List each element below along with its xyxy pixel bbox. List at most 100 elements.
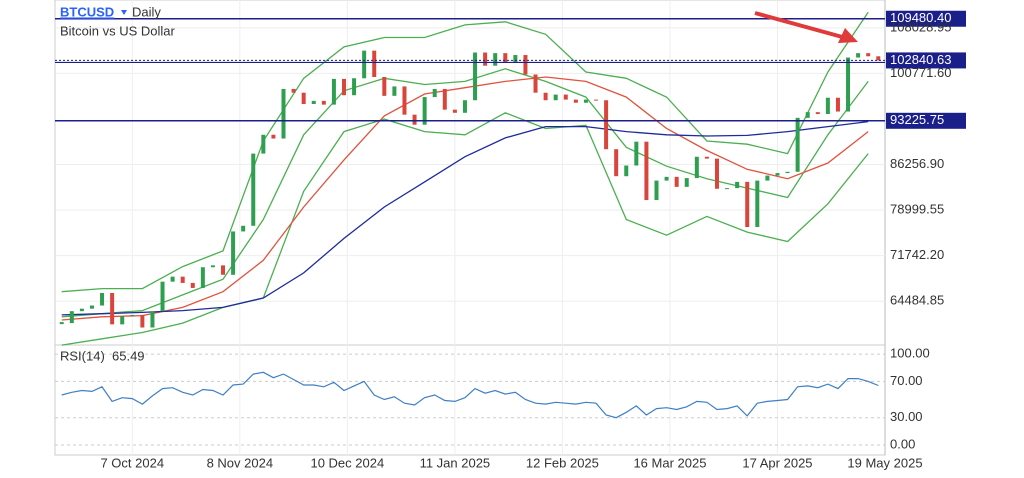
candle (110, 292, 115, 325)
candle (704, 156, 709, 159)
y-tick-label: 86256.90 (890, 156, 944, 171)
candle (503, 53, 508, 62)
candle (301, 92, 306, 105)
candle (835, 97, 840, 112)
candle (372, 50, 377, 78)
candle (362, 50, 367, 79)
candle (755, 180, 760, 228)
candle (745, 181, 750, 228)
candle (563, 94, 568, 100)
candle (100, 292, 105, 306)
candle (402, 86, 407, 115)
candle (392, 86, 397, 96)
dropdown-icon[interactable] (121, 10, 127, 15)
candles (59, 50, 881, 328)
candle (89, 305, 94, 309)
candle (473, 52, 478, 101)
y-tick-label: 108028.95 (890, 19, 951, 34)
subtitle: Bitcoin vs US Dollar (60, 23, 176, 38)
x-tick-label: 10 Dec 2024 (310, 455, 384, 470)
candle (241, 225, 246, 232)
level-label: 93225.75 (890, 112, 944, 127)
last-price-box (886, 52, 966, 69)
candle (684, 178, 689, 187)
candle (412, 114, 417, 125)
level-label-box (886, 112, 966, 129)
y-tick-label: 64484.85 (890, 293, 944, 308)
candle (805, 112, 810, 118)
candle (422, 97, 427, 125)
level-label-box (886, 10, 966, 27)
candle (432, 88, 437, 98)
x-tick-label: 16 Mar 2025 (633, 455, 706, 470)
rsi-tick-label: 0.00 (890, 436, 915, 451)
candle (533, 74, 538, 93)
x-tick-label: 7 Oct 2024 (100, 455, 164, 470)
candle (452, 109, 457, 113)
rsi-tick-label: 100.00 (890, 346, 930, 361)
x-tick-label: 11 Jan 2025 (420, 455, 491, 470)
candle (311, 100, 316, 105)
candle (281, 88, 286, 139)
candle (170, 276, 175, 282)
candle (442, 88, 447, 110)
annotation-arrow (754, 11, 847, 40)
candle (382, 77, 387, 96)
levels: 109480.40 93225.75 102840.63 (55, 10, 966, 129)
rsi-tick-label: 70.00 (890, 373, 923, 388)
candle (795, 117, 800, 172)
candle (120, 316, 125, 325)
indicators (61, 11, 869, 346)
candle (614, 149, 619, 177)
x-tick-label: 8 Nov 2024 (207, 455, 274, 470)
candle (634, 141, 639, 166)
candle (876, 56, 881, 61)
indicator-line (61, 11, 869, 293)
candle (160, 281, 165, 312)
candle (271, 134, 276, 139)
x-tick-label: 17 Apr 2025 (742, 455, 812, 470)
candle (352, 78, 357, 96)
candle (594, 99, 599, 101)
candle (664, 176, 669, 181)
y-tick-label: 100771.60 (890, 65, 951, 80)
candle (231, 231, 236, 275)
candle (583, 99, 588, 103)
candle (210, 265, 215, 268)
plot-frame (54, 0, 886, 456)
candle (553, 94, 558, 101)
x-tick-label: 12 Feb 2025 (526, 455, 599, 470)
rsi-title: RSI(14) (60, 348, 105, 363)
x-tick-label: 19 May 2025 (847, 455, 922, 470)
candle (513, 55, 518, 62)
candle (785, 171, 790, 174)
candle (321, 100, 326, 105)
last-price-label: 102840.63 (890, 52, 951, 67)
indicator-line (61, 68, 869, 318)
candle (694, 156, 699, 179)
annotation-arrowhead (838, 28, 858, 43)
candle (180, 276, 185, 283)
candle (775, 173, 780, 176)
candle (251, 153, 256, 226)
candle (150, 311, 155, 328)
candle (856, 53, 861, 58)
candle (331, 78, 336, 105)
candle (654, 180, 659, 201)
candle (79, 308, 84, 312)
rsi-panel (61, 371, 879, 419)
candle (483, 52, 488, 66)
candle (200, 267, 205, 288)
candle (725, 188, 730, 190)
candle (493, 53, 498, 66)
grid (55, 0, 885, 455)
candle (735, 181, 740, 189)
rsi-tick-label: 30.00 (890, 409, 923, 424)
candle (866, 53, 871, 57)
interval[interactable]: Daily (132, 4, 161, 19)
candle (714, 158, 719, 189)
symbol[interactable]: BTCUSD (60, 4, 114, 19)
candle (674, 176, 679, 187)
